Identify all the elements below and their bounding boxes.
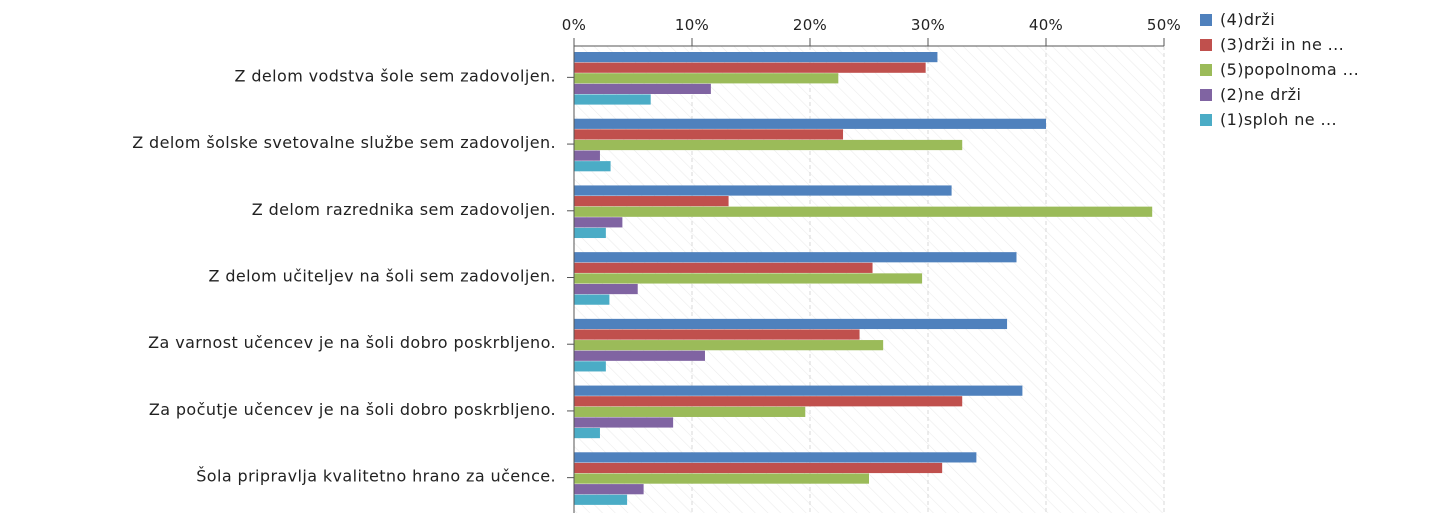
bar [574,206,1153,217]
bar [574,318,1008,330]
x-axis-ticks: 0% 10% 20% 30% 40% 50% [562,16,1181,47]
legend-swatch [1200,89,1212,101]
x-tick-label: 40% [1029,16,1063,34]
bar [574,129,844,140]
bar [574,361,606,372]
bar [574,385,1023,396]
legend: (4)drži (3)drži in ne ... (5)popolnoma ...… [1200,10,1359,129]
bar [574,283,638,295]
bar [574,227,606,239]
category-label: Za varnost učencev je na šoli dobro posk… [148,333,556,352]
bar [574,340,884,351]
category-label: Šola pripravlja kvalitetno hrano za učen… [196,467,556,486]
legend-label: (2)ne drži [1220,85,1301,104]
bar [574,196,729,207]
bar [574,185,952,196]
bar [574,462,943,474]
bar [574,406,806,417]
legend-label: (3)drži in ne ... [1220,35,1344,54]
legend-swatch [1200,14,1212,26]
legend-label: (5)popolnoma ... [1220,60,1359,79]
x-tick-label: 20% [793,16,827,34]
bar [574,329,860,340]
bar [574,262,873,273]
legend-label: (4)drži [1220,10,1275,29]
bar [574,94,651,105]
category-labels: Z delom vodstva šole sem zadovoljen. Z de… [132,66,574,486]
bar [574,150,600,161]
bar [574,62,926,73]
category-label: Z delom učiteljev na šoli sem zadovoljen… [209,267,557,286]
bar [574,118,1046,129]
bar [574,52,938,63]
bar [574,161,611,172]
x-tick-label: 30% [911,16,945,34]
category-label: Z delom šolske svetovalne službe sem zad… [132,133,556,152]
bar [574,350,705,361]
category-label: Za počutje učencev je na šoli dobro posk… [149,400,556,419]
bar [574,452,977,463]
bar [574,484,644,495]
bar [574,473,869,484]
bar [574,427,600,439]
legend-swatch [1200,64,1212,76]
bar [574,139,963,151]
bar [574,83,711,94]
category-label: Z delom vodstva šole sem zadovoljen. [235,66,556,85]
bar [574,73,839,84]
bar [574,294,610,305]
category-label: Z delom razrednika sem zadovoljen. [252,200,556,219]
bar [574,396,963,407]
bar [574,417,674,428]
x-tick-label: 50% [1147,16,1181,34]
bar [574,494,628,505]
bars [574,52,1153,505]
bar [574,273,923,284]
x-tick-label: 10% [675,16,709,34]
legend-label: (1)sploh ne ... [1220,110,1337,129]
x-tick-label: 0% [562,16,586,34]
legend-swatch [1200,114,1212,126]
bar [574,252,1017,263]
bar [574,217,623,228]
legend-swatch [1200,39,1212,51]
